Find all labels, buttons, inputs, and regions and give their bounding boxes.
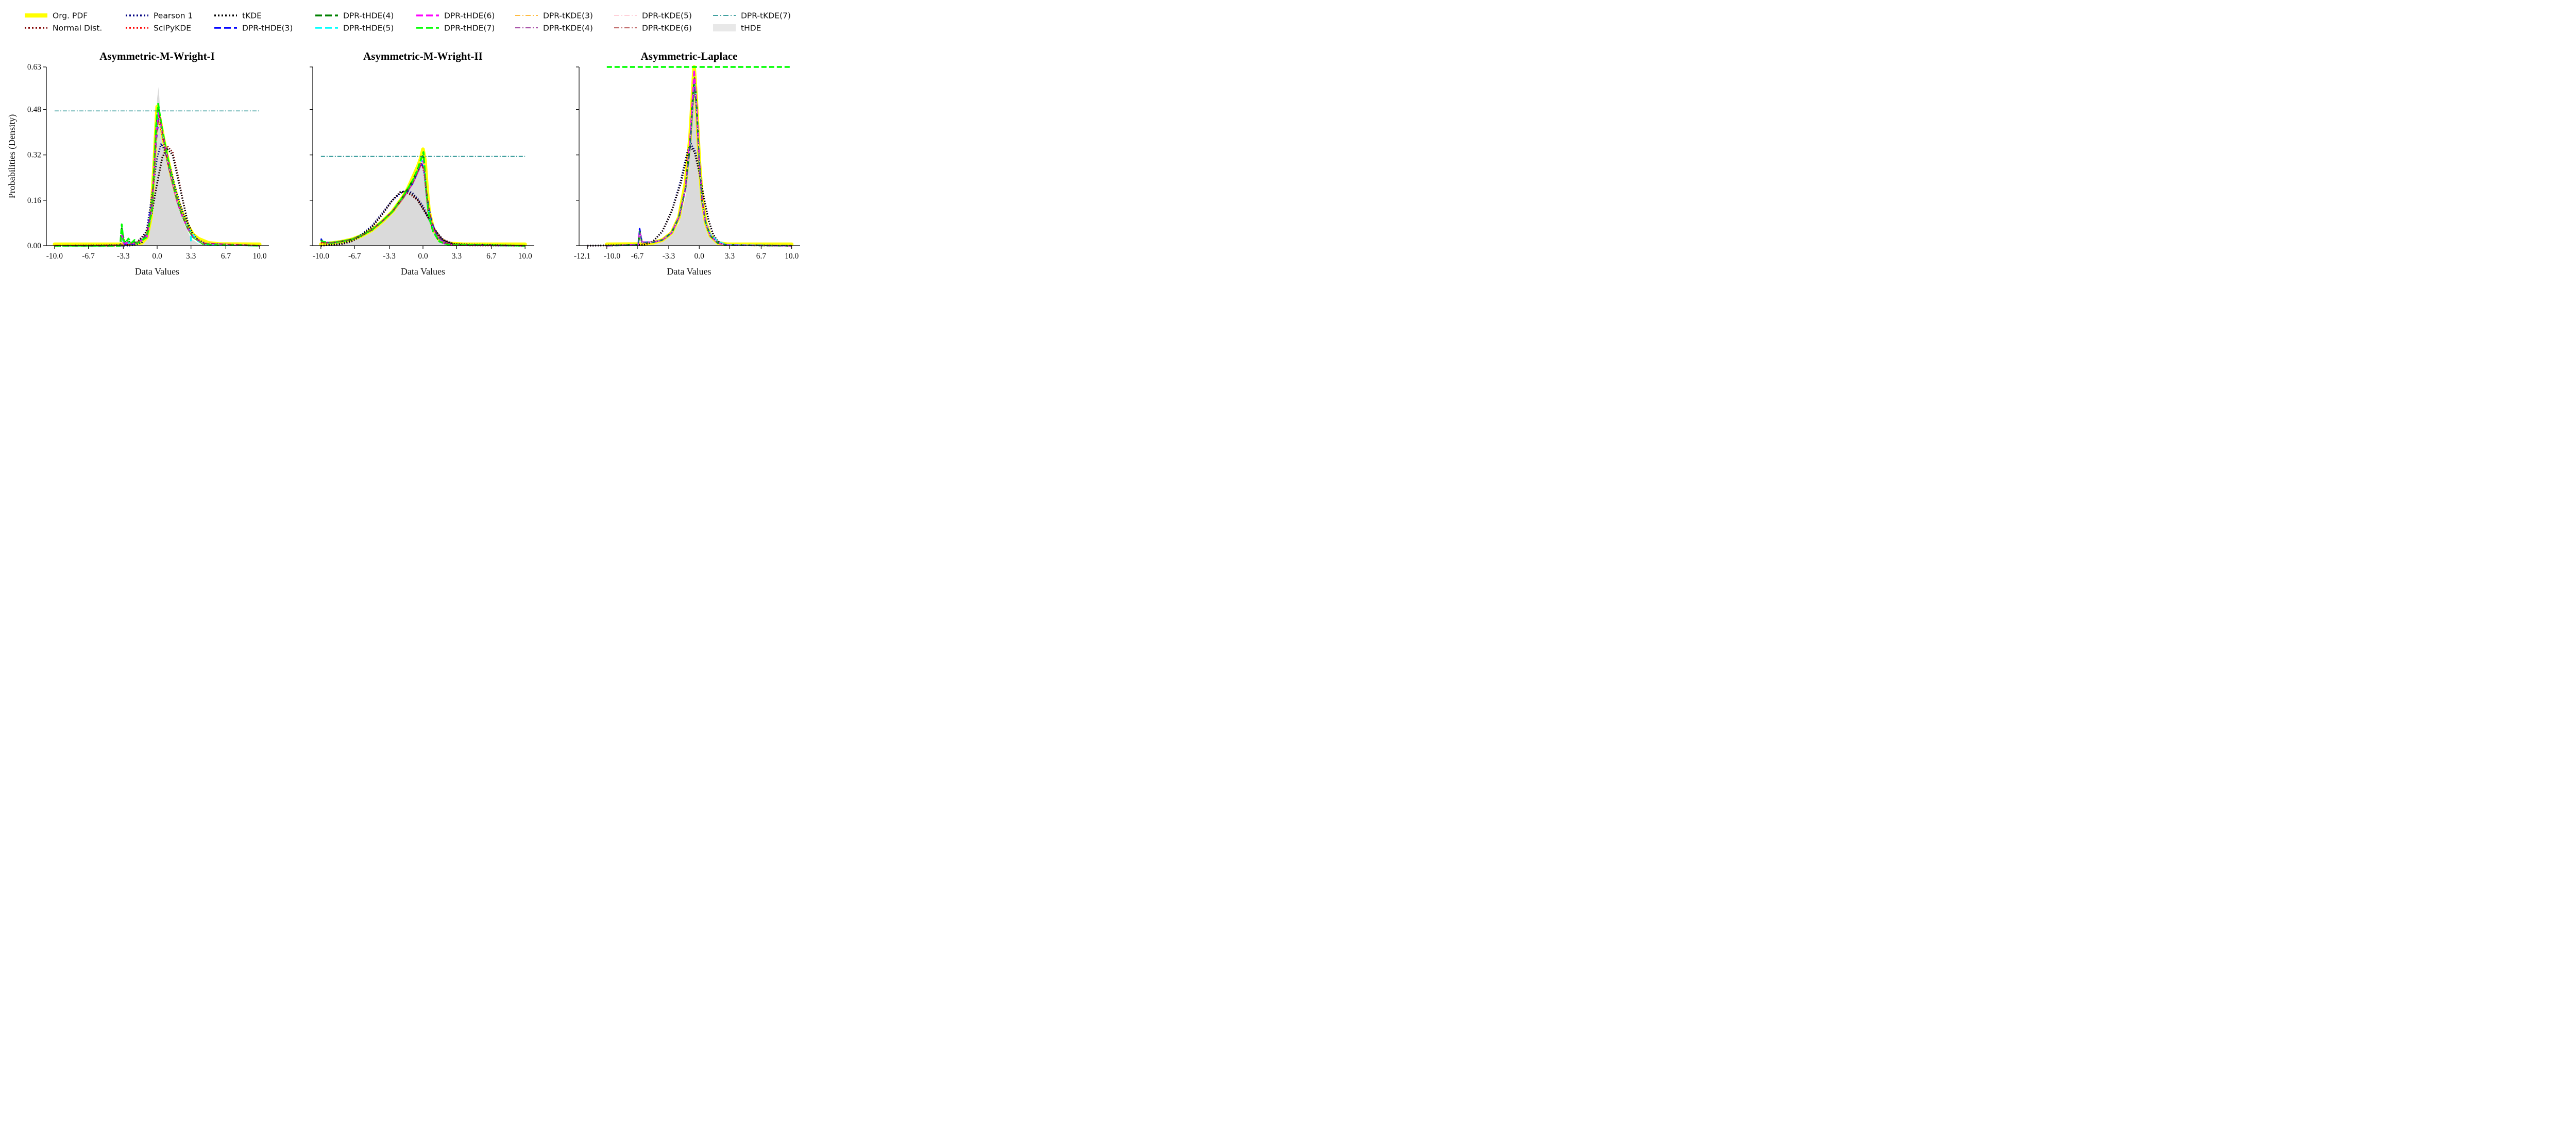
y-tick-label: 0.63 (27, 63, 41, 72)
x-tick-label: 6.7 (486, 252, 497, 261)
series-thde-area (606, 75, 792, 246)
series-dpr-tkde-6-line (320, 163, 526, 246)
x-tick-label: -10.0 (46, 252, 63, 261)
x-tick-label: -6.7 (631, 252, 644, 261)
x-tick-label: -10.0 (604, 252, 621, 261)
x-axis-label: Data Values (135, 266, 179, 277)
x-tick-label: 10.0 (785, 252, 799, 261)
legend-entry-pearson-1: Pearson 1 (126, 11, 193, 21)
x-tick-label: -12.1 (574, 252, 590, 261)
x-tick-label: -3.3 (117, 252, 130, 261)
legend-entry-dpr-thde-7: DPR-tHDE(7) (416, 24, 495, 33)
series-dpr-tkde-6-line (54, 114, 260, 246)
legend-label: DPR-tKDE(7) (741, 11, 791, 21)
legend-label: DPR-tHDE(3) (242, 24, 293, 33)
legend-entry-dpr-thde-5: DPR-tHDE(5) (315, 24, 394, 33)
x-tick-label: -6.7 (82, 252, 95, 261)
legend-entry-dpr-tkde-7: DPR-tKDE(7) (713, 11, 791, 21)
legend-entry-dpr-tkde-5: DPR-tKDE(5) (614, 11, 692, 21)
legend-label: DPR-tHDE(7) (444, 24, 495, 33)
series-dpr-thde-6-line (54, 111, 260, 247)
x-tick-label: -6.7 (348, 252, 361, 261)
legend-label: DPR-tHDE(4) (343, 11, 394, 21)
panel-title: Asymmetric-M-Wright-I (99, 50, 215, 62)
x-tick-label: -3.3 (663, 252, 675, 261)
x-tick-label: 3.3 (452, 252, 462, 261)
y-tick-label: 0.16 (27, 196, 41, 205)
x-tick-label: -3.3 (383, 252, 396, 261)
legend-label: tKDE (242, 11, 262, 21)
legend-entry-dpr-thde-3: DPR-tHDE(3) (214, 24, 293, 33)
x-tick-label: 3.3 (725, 252, 735, 261)
x-tick-label: 3.3 (186, 252, 196, 261)
chart-panel-asymmetric-m-wright-ii: -10.0 -6.7 -3.3 0.0 3.3 6.7 10.0 Asymmetric-M-W… (310, 50, 534, 277)
chart-panel-asymmetric-m-wright-i: 0.00 0.16 0.32 0.48 0.63 -10.0 -6.7 -3.3 0.0 3.3 6… (7, 50, 269, 277)
x-axis-label: Data Values (667, 266, 711, 277)
x-tick-label: 0.0 (152, 252, 162, 261)
series-thde-area (54, 87, 260, 246)
x-tick-label: 0.0 (418, 252, 428, 261)
x-tick-label: 10.0 (253, 252, 267, 261)
legend-label: SciPyKDE (154, 24, 191, 33)
legend-entry-normal-dist: Normal Dist. (25, 24, 102, 33)
series-dpr-thde-7-line (54, 102, 260, 247)
y-tick-label: 0.48 (27, 106, 41, 114)
legend-label: DPR-tKDE(3) (543, 11, 593, 21)
legend-label: DPR-tKDE(4) (543, 24, 593, 33)
series-thde-area (320, 158, 526, 246)
legend-entry-thde: tHDE (713, 24, 761, 33)
y-tick-label: 0.32 (27, 151, 41, 160)
plot-area (53, 87, 262, 247)
panel-title: Asymmetric-Laplace (641, 50, 738, 62)
y-tick-label: 0.00 (27, 242, 41, 250)
panel-title: Asymmetric-M-Wright-II (363, 50, 483, 62)
legend-label: DPR-tHDE(6) (444, 11, 495, 21)
legend-label: DPR-tKDE(5) (642, 11, 692, 21)
x-tick-label: 6.7 (221, 252, 231, 261)
x-tick-label: -10.0 (313, 252, 330, 261)
legend-entry-dpr-thde-6: DPR-tHDE(6) (416, 11, 495, 21)
legend-entry-org-pdf: Org. PDF (25, 11, 88, 21)
plot-area (319, 147, 527, 247)
x-tick-label: 6.7 (756, 252, 767, 261)
legend-entry-scipykde: SciPyKDE (126, 24, 191, 33)
x-axis-label: Data Values (401, 266, 445, 277)
plot-area (587, 65, 794, 247)
chart-panels: 0.00 0.16 0.32 0.48 0.63 -10.0 -6.7 -3.3 0.0 3.3 6… (7, 50, 800, 277)
legend-label: Pearson 1 (154, 11, 193, 21)
series-dpr-tkde-7-line (606, 86, 792, 246)
chart-panel-asymmetric-laplace: -12.1 -10.0 -6.7 -3.3 0.0 3.3 6.7 10.0 Asymmetri… (574, 50, 800, 277)
legend: Org. PDF Normal Dist. Pearson 1 SciPyKDE tKD… (25, 11, 791, 33)
legend-label: DPR-tKDE(6) (642, 24, 692, 33)
x-tick-label: 0.0 (694, 252, 705, 261)
legend-entry-tkde: tKDE (214, 11, 262, 21)
series-tkde-line (54, 148, 260, 247)
legend-entry-dpr-tkde-6: DPR-tKDE(6) (614, 24, 692, 33)
legend-label: Normal Dist. (53, 24, 102, 33)
series-tkde-line (320, 191, 526, 247)
legend-entry-dpr-tkde-4: DPR-tKDE(4) (515, 24, 593, 33)
chart-figure: Org. PDF Normal Dist. Pearson 1 SciPyKDE tKD… (7, 11, 800, 277)
legend-label: DPR-tHDE(5) (343, 24, 394, 33)
y-axis-label: Probabilities (Density) (7, 114, 18, 198)
series-tkde-line (587, 145, 792, 247)
legend-entry-dpr-tkde-3: DPR-tKDE(3) (515, 11, 593, 21)
x-tick-label: 10.0 (518, 252, 532, 261)
legend-label: tHDE (741, 24, 761, 33)
legend-swatch (713, 24, 736, 31)
legend-entry-dpr-thde-4: DPR-tHDE(4) (315, 11, 394, 21)
legend-label: Org. PDF (53, 11, 88, 21)
